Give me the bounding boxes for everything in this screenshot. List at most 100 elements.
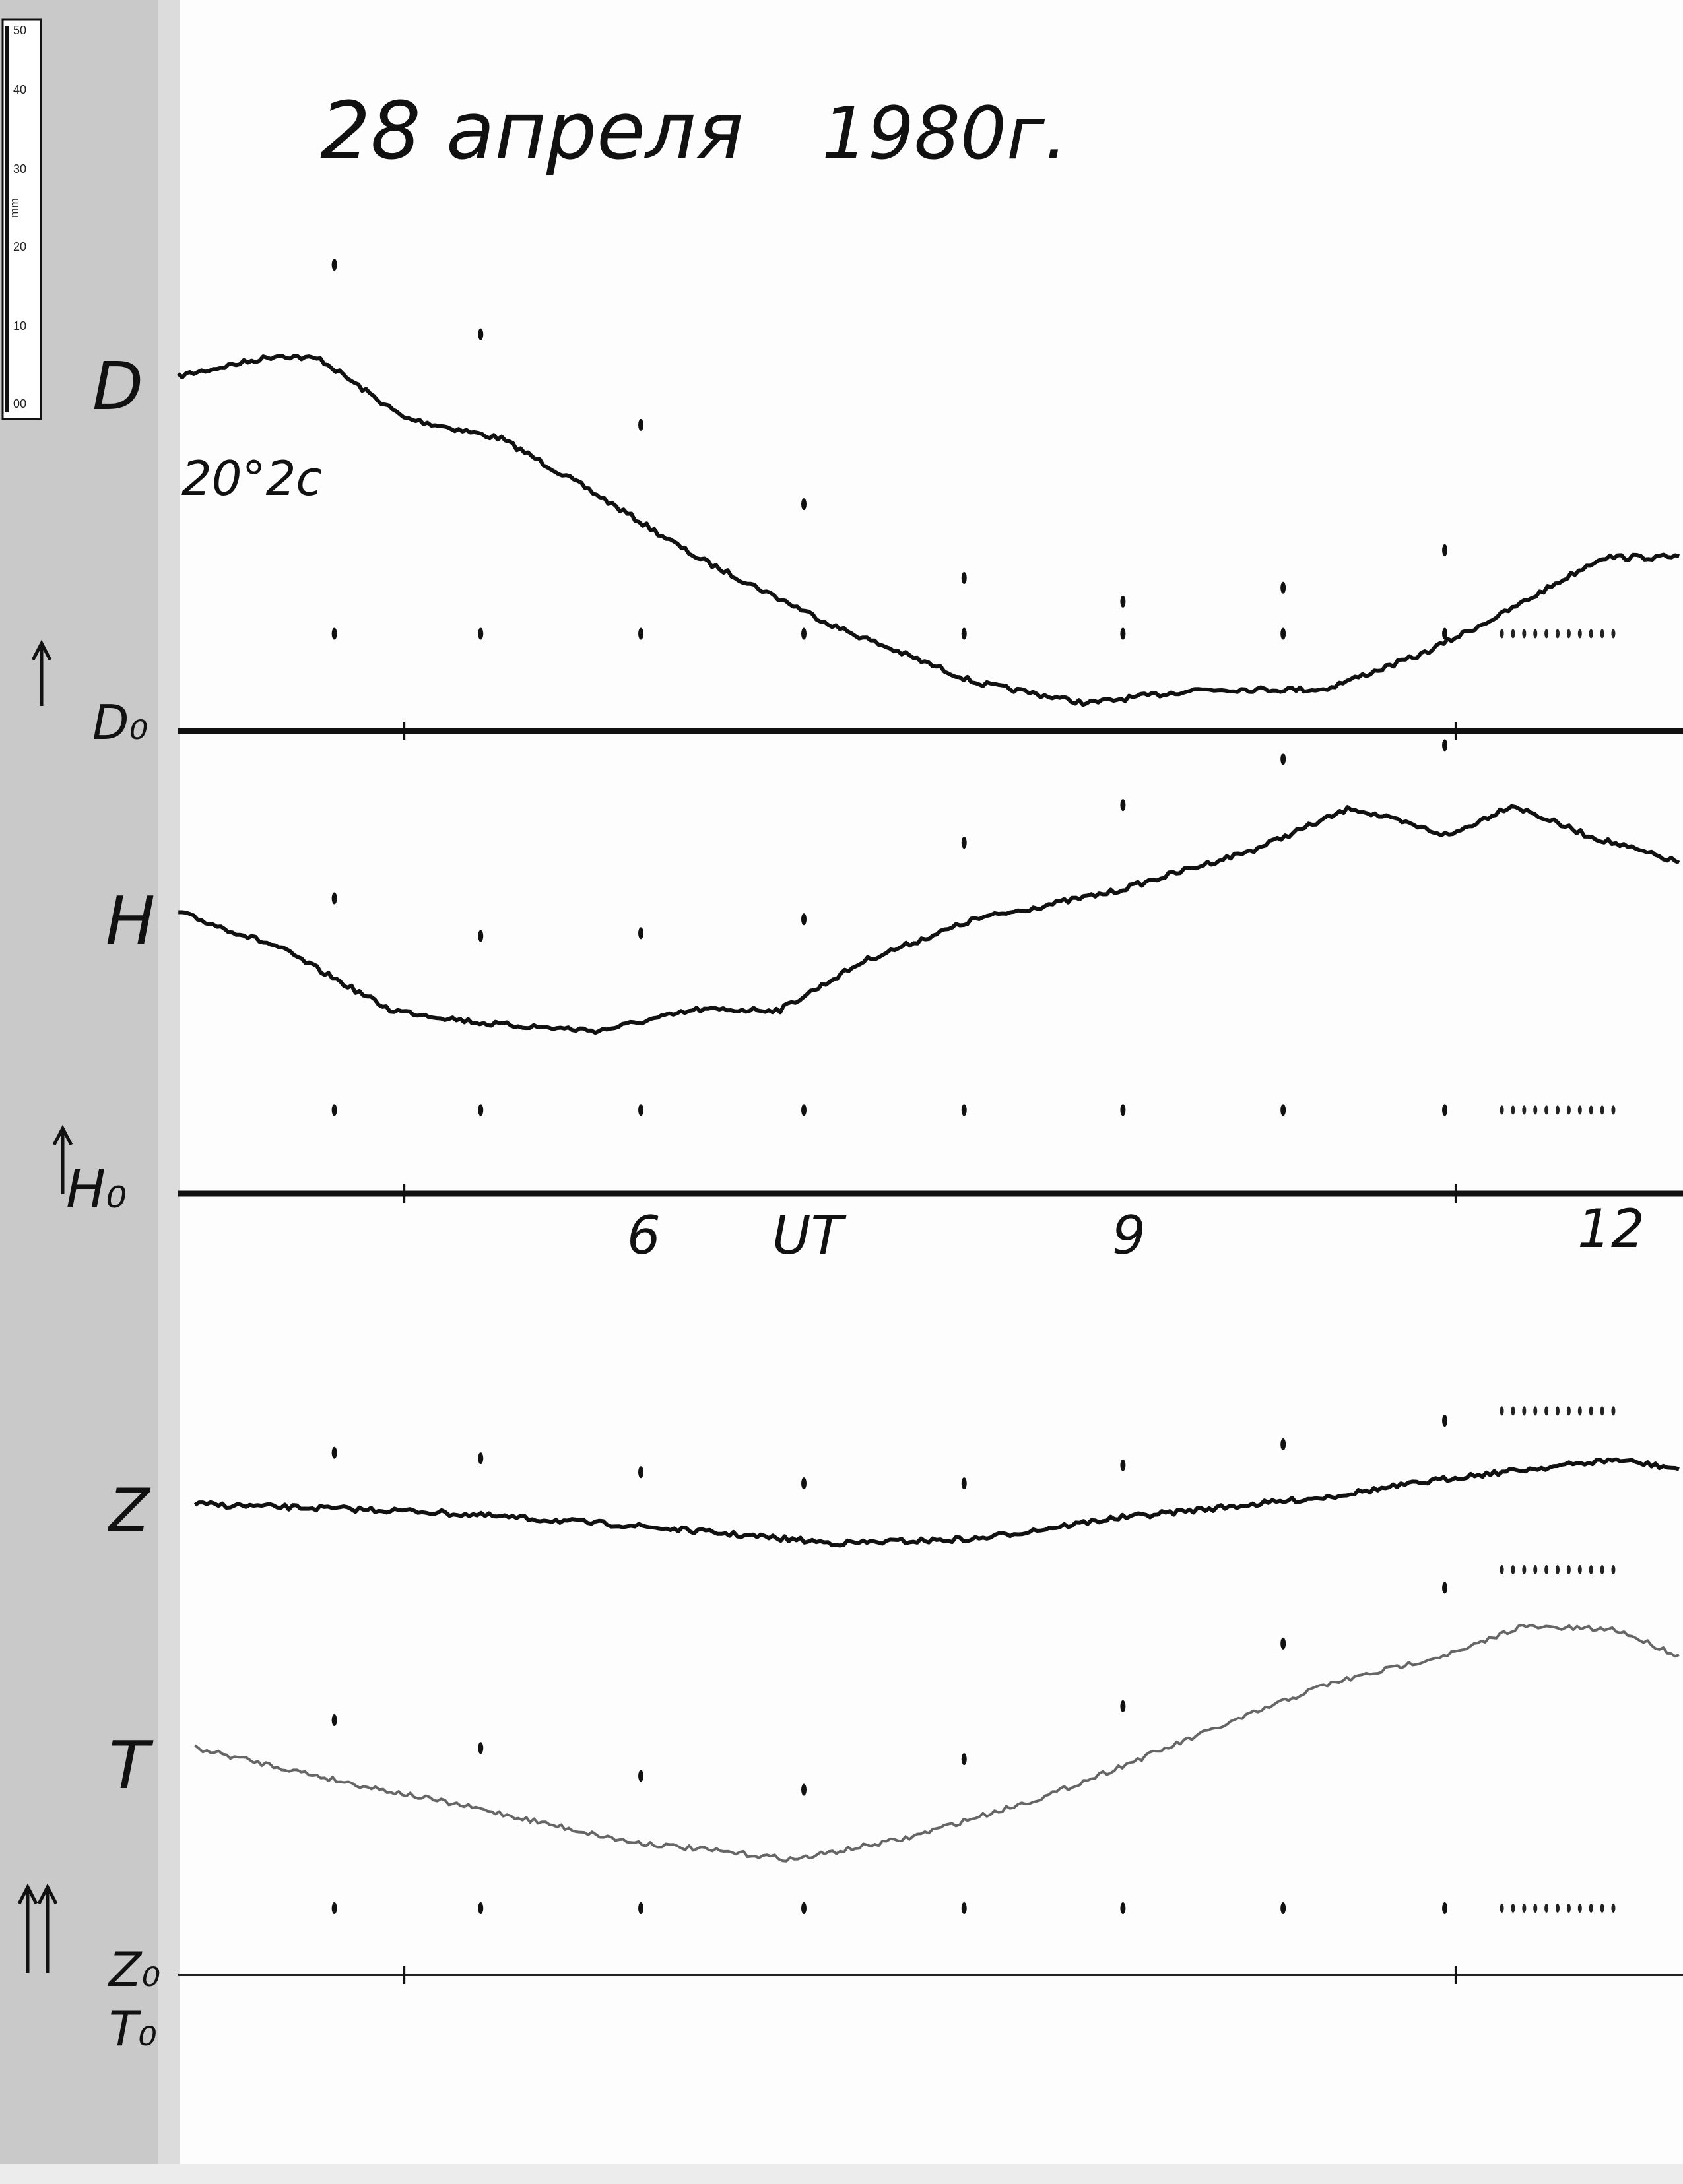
time-mark [638, 418, 644, 431]
time-mark [638, 1466, 644, 1479]
scale-label: 20°2c [182, 451, 322, 506]
time-mark [961, 1902, 967, 1914]
bottom-edge [0, 2164, 1683, 2184]
date: 28 апреля [320, 86, 744, 177]
time-mark [1589, 1406, 1593, 1416]
time-mark [1544, 629, 1549, 639]
time-mark [1442, 1582, 1448, 1594]
time-mark [1442, 739, 1448, 752]
time-mark [1556, 1903, 1560, 1913]
time-mark [1577, 1565, 1582, 1575]
time-mark [1280, 627, 1286, 640]
time-mark [1442, 544, 1448, 556]
time-mark [331, 259, 337, 271]
time-mark [1522, 1565, 1527, 1575]
time-mark [1577, 1903, 1582, 1913]
time-mark [1522, 1105, 1527, 1115]
trace [177, 354, 1680, 707]
time-mark [1511, 629, 1515, 639]
ruler-tick-label: 40 [13, 83, 26, 96]
time-mark [1120, 1700, 1126, 1712]
time-label: 12 [1577, 1198, 1645, 1260]
arrow [31, 639, 52, 706]
time-mark [1600, 1565, 1604, 1575]
time-mark [1500, 1406, 1504, 1416]
ruler-tick-label: 30 [13, 162, 26, 176]
time-mark [1511, 1406, 1515, 1416]
time-mark [1533, 1105, 1538, 1115]
trace-label: T [109, 1727, 154, 1804]
time-mark [1533, 1565, 1538, 1575]
time-mark [1600, 629, 1604, 639]
time-mark [331, 627, 337, 640]
strip-edge [158, 0, 180, 2184]
time-mark [1600, 1406, 1604, 1416]
time-mark [1533, 629, 1538, 639]
time-mark [1522, 629, 1527, 639]
trace-label: Z [108, 1476, 151, 1545]
time-mark [331, 1714, 337, 1726]
time-mark [1611, 1565, 1616, 1575]
time-marks [331, 259, 1616, 1984]
time-mark [961, 837, 967, 849]
time-mark [638, 1104, 644, 1116]
time-mark [1544, 1903, 1549, 1913]
time-mark [1442, 1104, 1448, 1116]
time-mark [1589, 1903, 1593, 1913]
time-mark [1577, 629, 1582, 639]
time-mark [638, 627, 644, 640]
time-mark [1120, 627, 1126, 640]
time-mark [1544, 1105, 1549, 1115]
time-mark [801, 1477, 807, 1490]
time-mark [801, 1902, 807, 1914]
time-mark [1556, 1105, 1560, 1115]
trace [178, 804, 1680, 1035]
year: 1980г. [822, 91, 1068, 176]
time-mark [961, 572, 967, 585]
time-label: 9 [1112, 1205, 1146, 1266]
time-mark [1120, 1104, 1126, 1116]
time-mark [1566, 1903, 1571, 1913]
time-mark [801, 498, 807, 511]
time-mark [1120, 799, 1126, 812]
ruler-unit: mm [8, 198, 21, 218]
baseline-label: H₀ [66, 1159, 127, 1220]
time-mark [801, 913, 807, 926]
baseline-label: Z₀ [108, 1942, 160, 1997]
trace [193, 1457, 1680, 1548]
time-mark [1611, 629, 1616, 639]
time-mark [331, 1902, 337, 1914]
arrows [17, 639, 73, 1973]
time-mark [1500, 1105, 1504, 1115]
time-mark [1120, 1459, 1126, 1471]
time-mark [1511, 1105, 1515, 1115]
time-mark [478, 1452, 484, 1465]
time-mark [1566, 1565, 1571, 1575]
ruler-tick-label: 50 [13, 24, 26, 37]
time-mark [1566, 1406, 1571, 1416]
time-mark [638, 927, 644, 940]
time-mark [1522, 1406, 1527, 1416]
time-mark [1120, 1902, 1126, 1914]
time-mark [1556, 629, 1560, 639]
time-mark [1589, 1565, 1593, 1575]
time-mark [1556, 1565, 1560, 1575]
time-mark [801, 1104, 807, 1116]
time-mark [961, 1753, 967, 1766]
time-mark [961, 1477, 967, 1490]
traces [177, 354, 1680, 1863]
time-mark [1600, 1903, 1604, 1913]
time-mark [1577, 1105, 1582, 1115]
ruler-tick-label: 20 [13, 240, 26, 253]
time-mark [1611, 1105, 1616, 1115]
time-mark [331, 892, 337, 905]
time-mark [1611, 1903, 1616, 1913]
time-label: UT [772, 1205, 847, 1266]
arrow [52, 1124, 73, 1194]
ruler-tick-label: 00 [13, 397, 26, 410]
baseline-label: T₀ [109, 2001, 157, 2057]
time-mark [1589, 1105, 1593, 1115]
time-mark [1280, 581, 1286, 594]
